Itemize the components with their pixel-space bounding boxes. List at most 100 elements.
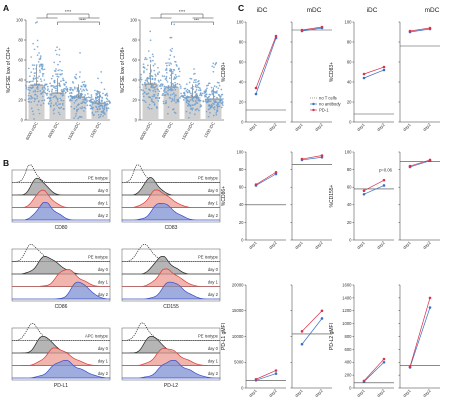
data-point (32, 78, 35, 81)
data-point (28, 97, 30, 100)
data-point (62, 77, 64, 80)
data-point (195, 97, 198, 100)
data-point (35, 72, 37, 74)
data-point (73, 86, 76, 89)
x-tick-label: day1 (356, 388, 366, 398)
data-point (170, 84, 173, 86)
data-point (52, 104, 55, 107)
y-tick-label: 0 (135, 118, 138, 123)
data-point (36, 80, 39, 83)
data-point (206, 84, 208, 87)
data-point (165, 75, 168, 78)
series-line (409, 27, 431, 32)
data-point (174, 73, 177, 76)
data-point (173, 111, 176, 114)
series-point (362, 189, 366, 193)
data-point (205, 110, 208, 113)
histogram-curve (12, 360, 111, 379)
data-point (152, 101, 155, 104)
data-point (178, 70, 181, 73)
data-point (174, 94, 176, 96)
data-point (167, 89, 170, 92)
data-point (142, 93, 144, 95)
marker-label: PD-L1 (54, 383, 68, 389)
series-line (409, 28, 431, 33)
data-point (83, 80, 86, 83)
bar (49, 93, 66, 120)
data-point (151, 78, 154, 80)
y-tick-label: 20000 (232, 282, 244, 287)
x-tick-label: day1 (402, 388, 412, 398)
series-point (300, 342, 304, 346)
data-point (167, 112, 169, 115)
y-tick-label: 40 (239, 202, 244, 207)
data-point (216, 103, 219, 106)
data-point (28, 80, 31, 83)
data-point (167, 85, 170, 87)
data-point (176, 98, 178, 101)
y-tick-label: 60 (239, 59, 244, 64)
data-point (69, 98, 72, 101)
y-tick-label: 100 (16, 18, 24, 23)
data-point (58, 103, 60, 106)
panel-c: iDC mDC iDC mDC 0 20 40 60 80 100 %CD80+ day1 day2 da… (221, 7, 440, 398)
data-point (83, 96, 85, 99)
data-point (100, 70, 103, 73)
data-point (164, 78, 167, 81)
data-point (81, 106, 84, 108)
data-point (165, 69, 168, 71)
y-tick-label: 1000 (342, 321, 352, 326)
data-point (170, 63, 173, 65)
series-point (320, 154, 324, 157)
data-point (208, 82, 211, 85)
data-point (108, 100, 110, 103)
data-point (68, 92, 71, 95)
data-point (33, 64, 36, 67)
data-point (144, 79, 147, 82)
series-line (363, 66, 385, 75)
data-point (84, 84, 87, 86)
data-point (96, 103, 99, 105)
data-point (42, 90, 45, 93)
data-point (99, 91, 101, 94)
data-point (96, 108, 99, 110)
data-point (165, 79, 168, 82)
data-point (86, 100, 88, 103)
data-point (142, 63, 145, 66)
data-point (35, 67, 37, 70)
y-tick-label: 20 (132, 98, 137, 103)
data-point (58, 82, 61, 85)
data-point (41, 92, 43, 94)
data-point (74, 76, 76, 78)
data-point (192, 104, 194, 106)
y-tick-label: 40 (347, 202, 352, 207)
data-point (161, 83, 163, 85)
histogram-row-label: day 0 (208, 267, 219, 272)
data-point (171, 47, 174, 50)
y-tick-label: 600 (345, 347, 353, 352)
data-point (146, 79, 149, 82)
data-point (101, 111, 103, 113)
data-point (58, 48, 61, 51)
data-point (139, 86, 141, 89)
data-point (154, 90, 157, 93)
data-point (62, 108, 65, 110)
data-point (43, 85, 46, 87)
data-point (77, 103, 80, 106)
data-point (219, 96, 222, 99)
data-point (70, 99, 73, 102)
data-point (194, 103, 197, 105)
column-header: iDC (367, 7, 378, 14)
data-point (76, 109, 79, 111)
data-point (173, 100, 176, 102)
x-tick-label: 6000 iDC (161, 121, 174, 139)
x-tick-label: day1 (294, 122, 304, 132)
data-point (85, 88, 88, 90)
data-point (38, 75, 41, 78)
data-point (98, 105, 100, 108)
data-point (199, 105, 202, 108)
data-point (84, 107, 86, 110)
data-point (177, 68, 180, 71)
histogram-row-label: day 2 (98, 292, 109, 297)
data-point (74, 87, 76, 90)
